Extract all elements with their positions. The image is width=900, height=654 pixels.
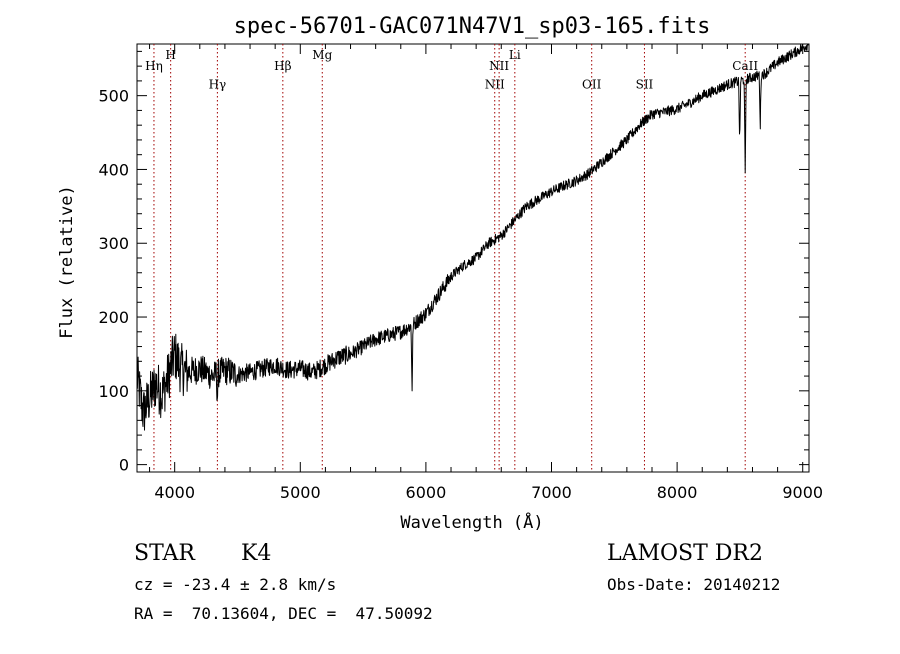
line-label: Hγ <box>209 77 227 91</box>
chart-title: spec-56701-GAC071N47V1_sp03-165.fits <box>234 14 711 39</box>
y-axis-label: Flux (relative) <box>57 185 77 339</box>
line-label: SII <box>636 77 654 91</box>
y-axis-ticks: 0 100 200 300 400 500 <box>98 50 809 475</box>
line-label: OII <box>582 77 602 91</box>
line-label: Hη <box>145 59 163 73</box>
spectrum-series-line <box>136 43 809 431</box>
line-label: CaII <box>732 59 758 73</box>
x-tick-label: 6000 <box>406 483 447 502</box>
redshift-value: cz = -23.4 ± 2.8 km/s <box>134 575 336 594</box>
line-label: NII <box>489 59 509 73</box>
x-tick-label: 8000 <box>657 483 698 502</box>
x-tick-label: 7000 <box>531 483 572 502</box>
line-label: NII <box>485 77 505 91</box>
y-tick-label: 300 <box>98 234 129 253</box>
spectral-line-markers <box>153 44 746 472</box>
survey-name: LAMOST DR2 <box>607 541 763 566</box>
coordinates: RA = 70.13604, DEC = 47.50092 <box>134 604 433 623</box>
object-class: STAR <box>134 541 196 566</box>
line-label: Mg <box>312 48 332 62</box>
observation-date: Obs-Date: 20140212 <box>607 575 780 594</box>
line-label: Hβ <box>274 59 291 73</box>
y-tick-label: 0 <box>119 456 129 475</box>
y-tick-label: 400 <box>98 160 129 179</box>
object-subclass: K4 <box>241 541 271 566</box>
x-tick-label: 4000 <box>154 483 195 502</box>
y-tick-label: 500 <box>98 87 129 106</box>
line-label: Li <box>509 48 521 62</box>
x-tick-label: 5000 <box>280 483 321 502</box>
x-axis-ticks: 4000 5000 6000 7000 8000 9000 <box>149 44 823 502</box>
x-axis-label: Wavelength (Å) <box>400 511 543 533</box>
y-tick-label: 200 <box>98 308 129 327</box>
y-tick-label: 100 <box>98 382 129 401</box>
x-tick-label: 9000 <box>782 483 823 502</box>
line-label: H <box>165 48 175 62</box>
